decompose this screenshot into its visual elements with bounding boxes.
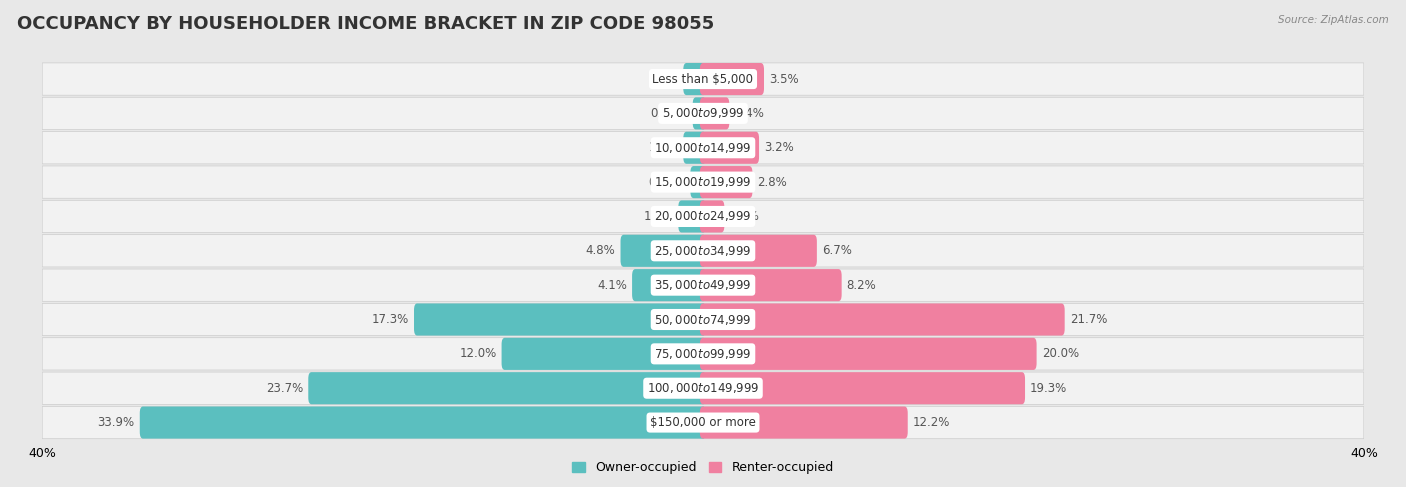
FancyBboxPatch shape: [700, 166, 752, 198]
FancyBboxPatch shape: [683, 63, 706, 95]
FancyBboxPatch shape: [700, 235, 817, 267]
Text: 17.3%: 17.3%: [371, 313, 409, 326]
Text: 2.8%: 2.8%: [758, 176, 787, 188]
Text: $5,000 to $9,999: $5,000 to $9,999: [662, 106, 744, 120]
FancyBboxPatch shape: [620, 235, 706, 267]
Text: $35,000 to $49,999: $35,000 to $49,999: [654, 278, 752, 292]
Text: 0.57%: 0.57%: [648, 176, 685, 188]
Text: 3.2%: 3.2%: [763, 141, 794, 154]
FancyBboxPatch shape: [700, 97, 730, 130]
Text: 19.3%: 19.3%: [1031, 382, 1067, 394]
Text: $25,000 to $34,999: $25,000 to $34,999: [654, 244, 752, 258]
FancyBboxPatch shape: [139, 407, 706, 439]
FancyBboxPatch shape: [42, 166, 1364, 198]
Text: 3.5%: 3.5%: [769, 73, 799, 86]
FancyBboxPatch shape: [42, 63, 1364, 95]
FancyBboxPatch shape: [678, 200, 706, 232]
Text: 8.2%: 8.2%: [846, 279, 876, 292]
Text: 1.4%: 1.4%: [734, 107, 765, 120]
FancyBboxPatch shape: [42, 303, 1364, 336]
FancyBboxPatch shape: [42, 97, 1364, 130]
FancyBboxPatch shape: [413, 303, 706, 336]
Text: 21.7%: 21.7%: [1070, 313, 1107, 326]
FancyBboxPatch shape: [42, 269, 1364, 301]
Text: $20,000 to $24,999: $20,000 to $24,999: [654, 209, 752, 224]
Text: $10,000 to $14,999: $10,000 to $14,999: [654, 141, 752, 155]
FancyBboxPatch shape: [42, 372, 1364, 404]
FancyBboxPatch shape: [690, 166, 706, 198]
Text: 4.1%: 4.1%: [598, 279, 627, 292]
Text: $50,000 to $74,999: $50,000 to $74,999: [654, 313, 752, 326]
Text: 6.7%: 6.7%: [823, 244, 852, 257]
FancyBboxPatch shape: [42, 407, 1364, 439]
FancyBboxPatch shape: [308, 372, 706, 404]
Text: 33.9%: 33.9%: [97, 416, 135, 429]
Text: $15,000 to $19,999: $15,000 to $19,999: [654, 175, 752, 189]
FancyBboxPatch shape: [42, 337, 1364, 370]
Text: 1.0%: 1.0%: [648, 141, 678, 154]
FancyBboxPatch shape: [42, 131, 1364, 164]
Text: Less than $5,000: Less than $5,000: [652, 73, 754, 86]
FancyBboxPatch shape: [693, 97, 706, 130]
Text: 23.7%: 23.7%: [266, 382, 304, 394]
Legend: Owner-occupied, Renter-occupied: Owner-occupied, Renter-occupied: [568, 456, 838, 479]
Text: $75,000 to $99,999: $75,000 to $99,999: [654, 347, 752, 361]
Text: 4.8%: 4.8%: [586, 244, 616, 257]
Text: 20.0%: 20.0%: [1042, 347, 1078, 360]
FancyBboxPatch shape: [700, 303, 1064, 336]
Text: 1.0%: 1.0%: [648, 73, 678, 86]
Text: OCCUPANCY BY HOUSEHOLDER INCOME BRACKET IN ZIP CODE 98055: OCCUPANCY BY HOUSEHOLDER INCOME BRACKET …: [17, 15, 714, 33]
FancyBboxPatch shape: [700, 338, 1036, 370]
Text: $150,000 or more: $150,000 or more: [650, 416, 756, 429]
Text: 1.1%: 1.1%: [730, 210, 759, 223]
Text: 0.43%: 0.43%: [651, 107, 688, 120]
Text: 12.0%: 12.0%: [460, 347, 496, 360]
Text: $100,000 to $149,999: $100,000 to $149,999: [647, 381, 759, 395]
Text: 12.2%: 12.2%: [912, 416, 950, 429]
FancyBboxPatch shape: [700, 407, 908, 439]
FancyBboxPatch shape: [700, 269, 842, 301]
Text: 1.3%: 1.3%: [644, 210, 673, 223]
FancyBboxPatch shape: [633, 269, 706, 301]
FancyBboxPatch shape: [700, 63, 763, 95]
FancyBboxPatch shape: [700, 131, 759, 164]
FancyBboxPatch shape: [42, 235, 1364, 267]
FancyBboxPatch shape: [700, 200, 724, 232]
Text: Source: ZipAtlas.com: Source: ZipAtlas.com: [1278, 15, 1389, 25]
FancyBboxPatch shape: [683, 131, 706, 164]
FancyBboxPatch shape: [42, 200, 1364, 233]
FancyBboxPatch shape: [502, 338, 706, 370]
FancyBboxPatch shape: [700, 372, 1025, 404]
